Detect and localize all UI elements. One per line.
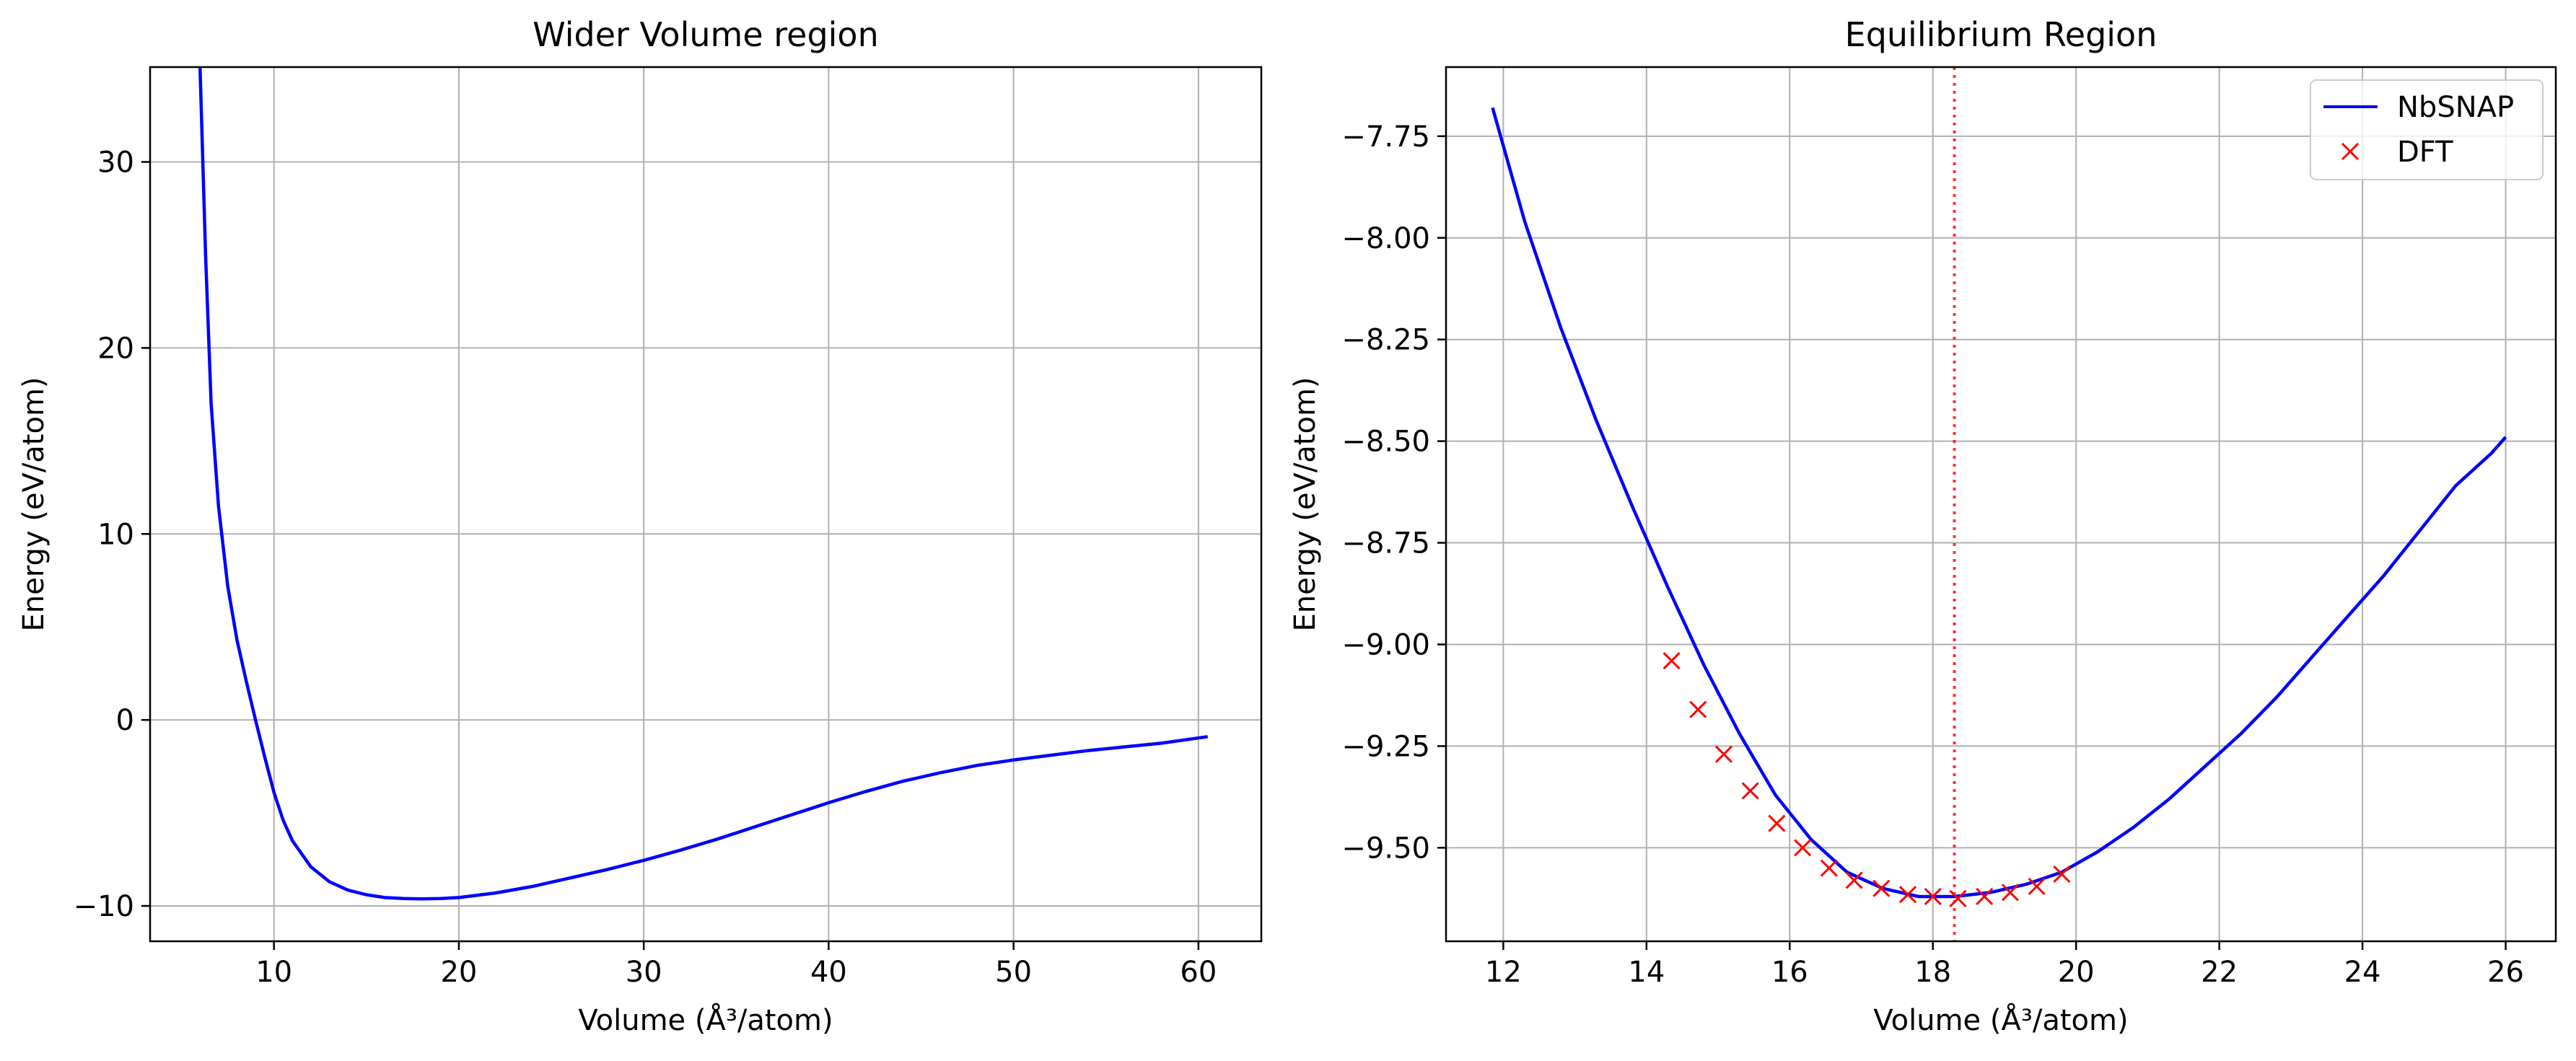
panel-2-xlabel: Volume (Å³/atom) bbox=[1873, 1003, 2128, 1037]
y-tick-label: −10 bbox=[74, 890, 134, 923]
panel-wider-volume: Wider Volume region 10 20 30 40 50 60 −10 0 10 20… bbox=[17, 15, 1263, 1037]
panel-2-ylabel: Energy (eV/atom) bbox=[1289, 377, 1322, 631]
panel-2-series bbox=[1491, 107, 2507, 907]
x-tick-label: 30 bbox=[626, 956, 662, 989]
legend-marker-swatch bbox=[2341, 142, 2360, 161]
legend-label-dft: DFT bbox=[2397, 136, 2453, 169]
dft-point bbox=[1872, 879, 1891, 897]
panel-equilibrium: Equilibrium Region 12 14 16 18 20 22 24 26 −9.50… bbox=[1289, 15, 2557, 1037]
dft-point bbox=[1898, 886, 1917, 904]
dft-point bbox=[1714, 745, 1733, 763]
y-tick-label: 10 bbox=[97, 518, 134, 551]
x-tick-label: 40 bbox=[810, 956, 847, 989]
panel-1-frame bbox=[149, 66, 1263, 943]
y-tick-label: 20 bbox=[97, 332, 134, 365]
x-tick-label: 50 bbox=[995, 956, 1032, 989]
dft-point bbox=[1949, 889, 1967, 907]
y-tick-label: −9.25 bbox=[1341, 730, 1430, 763]
dft-point bbox=[1768, 814, 1786, 832]
dft-point bbox=[2053, 865, 2071, 884]
y-tick-label: −7.75 bbox=[1341, 120, 1430, 154]
x-tick-label: 12 bbox=[1485, 956, 1522, 989]
panel-2-ticks: 12 14 16 18 20 22 24 26 −9.50 −9.25 −9.00 −8.75 −8.5… bbox=[1341, 120, 2524, 989]
x-tick-label: 14 bbox=[1628, 956, 1665, 989]
nbsnap-curve bbox=[1491, 107, 2507, 899]
x-tick-label: 22 bbox=[2201, 956, 2238, 989]
x-tick-label: 60 bbox=[1180, 956, 1217, 989]
panel-1-ticks: 10 20 30 40 50 60 −10 0 10 20 30 bbox=[74, 146, 1217, 989]
panel-2-frame bbox=[1445, 66, 2557, 943]
dft-point bbox=[1741, 782, 1759, 800]
y-tick-label: 30 bbox=[97, 146, 134, 180]
x-tick-label: 20 bbox=[2058, 956, 2095, 989]
legend-label-nbsnap: NbSNAP bbox=[2397, 91, 2514, 124]
y-tick-label: −9.00 bbox=[1341, 628, 1430, 661]
panel-1-xlabel: Volume (Å³/atom) bbox=[578, 1003, 833, 1037]
dft-point bbox=[1845, 871, 1863, 889]
y-tick-label: 0 bbox=[116, 704, 134, 737]
dft-point bbox=[1976, 887, 1994, 906]
dft-point bbox=[1924, 887, 1942, 906]
panel-2-grid bbox=[1446, 67, 2556, 941]
panel-2-title: Equilibrium Region bbox=[1845, 15, 2157, 54]
dft-point bbox=[1662, 651, 1681, 670]
dft-point bbox=[2001, 884, 2019, 902]
dft-point bbox=[1794, 839, 1812, 857]
x-tick-label: 26 bbox=[2487, 956, 2524, 989]
x-tick-label: 18 bbox=[1914, 956, 1951, 989]
y-tick-label: −9.50 bbox=[1341, 832, 1430, 865]
dft-point bbox=[2028, 877, 2046, 895]
x-tick-label: 16 bbox=[1771, 956, 1808, 989]
dft-point bbox=[1820, 859, 1838, 877]
energy-curve bbox=[198, 66, 1209, 901]
panel-1-ylabel: Energy (eV/atom) bbox=[17, 377, 51, 631]
y-tick-label: −8.25 bbox=[1341, 324, 1430, 357]
x-tick-label: 24 bbox=[2344, 956, 2381, 989]
y-tick-label: −8.75 bbox=[1341, 527, 1430, 560]
x-tick-label: 20 bbox=[440, 956, 477, 989]
legend-box bbox=[2310, 79, 2544, 180]
x-tick-label: 10 bbox=[255, 956, 292, 989]
y-tick-label: −8.00 bbox=[1341, 222, 1430, 255]
panel-1-series bbox=[198, 66, 1209, 901]
dft-point bbox=[1689, 700, 1707, 718]
panel-1-title: Wider Volume region bbox=[533, 15, 878, 54]
legend: NbSNAP DFT bbox=[2310, 79, 2544, 180]
panel-1-grid bbox=[150, 67, 1261, 941]
y-tick-label: −8.50 bbox=[1341, 426, 1430, 459]
